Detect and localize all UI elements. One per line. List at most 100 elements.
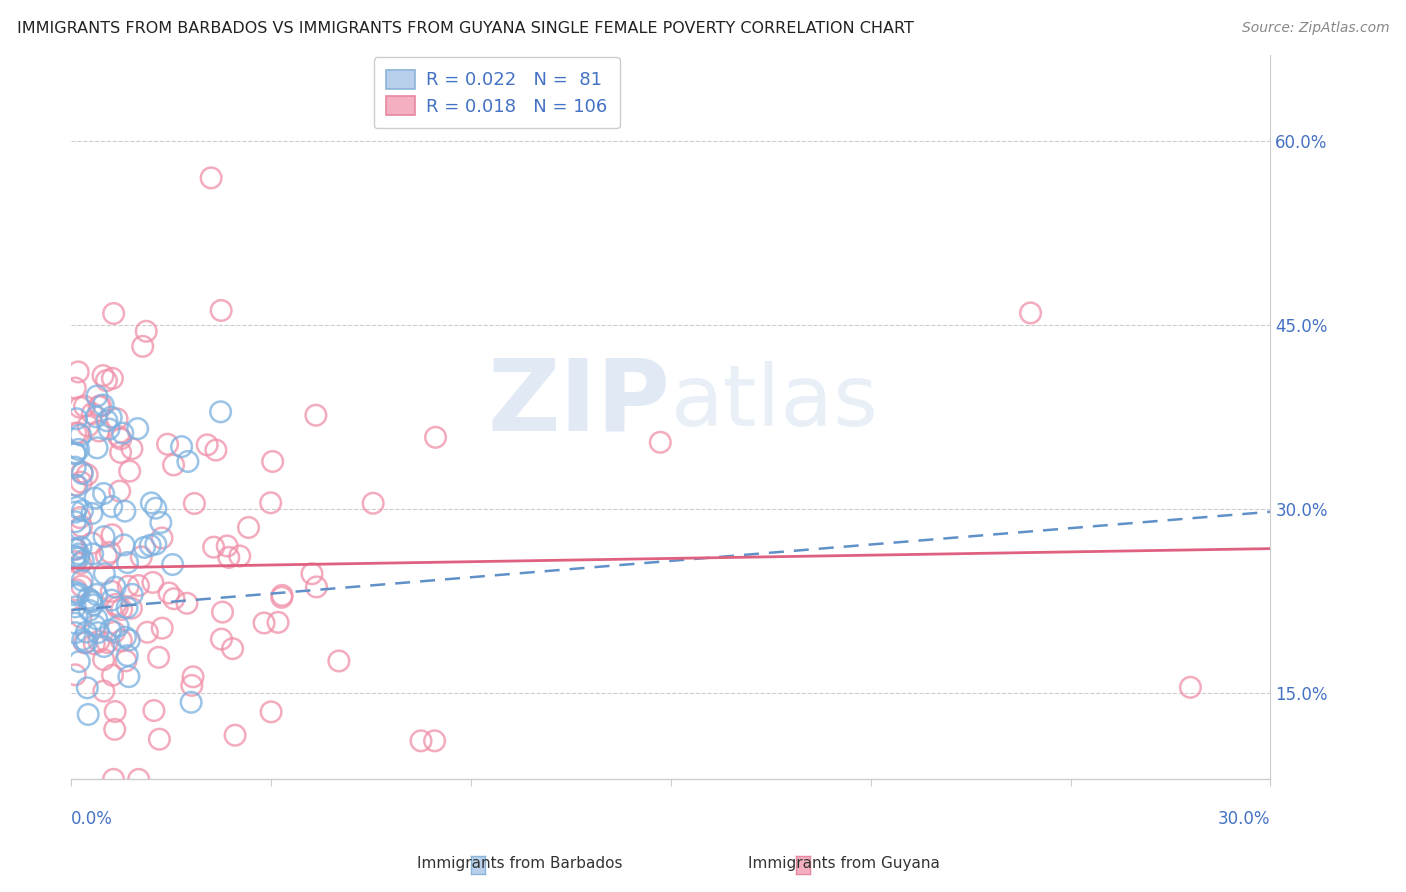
Point	[101, 371, 124, 385]
Point	[93, 486, 115, 500]
Point	[162, 558, 184, 572]
Point	[128, 772, 150, 787]
Point	[260, 705, 283, 719]
Point	[75, 625, 97, 640]
Point	[115, 600, 138, 615]
Point	[271, 588, 294, 602]
Point	[211, 605, 233, 619]
Point	[65, 541, 87, 556]
Point	[72, 574, 94, 588]
Point	[211, 632, 233, 647]
Point	[87, 400, 110, 414]
Point	[176, 596, 198, 610]
Point	[65, 505, 87, 519]
Point	[98, 422, 121, 436]
Point	[409, 734, 432, 748]
Text: ZIP: ZIP	[488, 354, 671, 451]
Point	[65, 625, 87, 640]
Point	[91, 368, 114, 383]
Point	[65, 616, 87, 631]
Point	[70, 610, 93, 624]
Point	[104, 705, 127, 719]
Point	[70, 465, 93, 479]
Point	[142, 704, 165, 718]
Point	[65, 478, 87, 492]
Point	[150, 531, 173, 545]
Point	[145, 501, 167, 516]
Point	[77, 707, 100, 722]
Point	[65, 411, 87, 425]
Point	[170, 440, 193, 454]
Point	[209, 405, 232, 419]
Point	[93, 566, 115, 581]
Point	[270, 591, 292, 605]
Point	[87, 634, 110, 648]
Point	[149, 516, 172, 530]
Point	[200, 170, 222, 185]
Point	[177, 454, 200, 468]
Point	[101, 528, 124, 542]
Point	[84, 618, 107, 632]
Text: IMMIGRANTS FROM BARBADOS VS IMMIGRANTS FROM GUYANA SINGLE FEMALE POVERTY CORRELA: IMMIGRANTS FROM BARBADOS VS IMMIGRANTS F…	[17, 21, 914, 36]
Point	[67, 551, 90, 566]
Point	[104, 723, 127, 737]
Point	[82, 407, 104, 421]
Point	[69, 510, 91, 524]
Point	[67, 547, 90, 561]
Point	[77, 591, 100, 606]
Point	[105, 412, 128, 426]
Point	[86, 587, 108, 601]
Point	[104, 598, 127, 612]
Point	[67, 365, 90, 379]
Point	[70, 519, 93, 533]
Point	[328, 654, 350, 668]
Point	[86, 389, 108, 403]
Point	[93, 652, 115, 666]
Point	[110, 445, 132, 459]
Point	[65, 446, 87, 460]
Point	[262, 454, 284, 468]
Point	[101, 668, 124, 682]
Point	[66, 500, 89, 515]
Point	[301, 566, 323, 581]
Text: Immigrants from Guyana: Immigrants from Guyana	[748, 855, 939, 871]
Point	[80, 595, 103, 609]
Point	[202, 540, 225, 554]
Point	[195, 438, 218, 452]
Point	[91, 398, 114, 412]
Point	[72, 503, 94, 517]
Point	[84, 491, 107, 505]
Point	[65, 599, 87, 614]
Point	[229, 549, 252, 563]
Point	[66, 478, 89, 492]
Point	[118, 632, 141, 647]
Point	[121, 442, 143, 456]
Point	[110, 633, 132, 648]
Point	[82, 547, 104, 561]
Point	[129, 549, 152, 564]
Point	[65, 542, 87, 557]
Point	[162, 458, 184, 472]
Point	[217, 539, 239, 553]
Point	[114, 630, 136, 644]
Point	[65, 460, 87, 475]
Point	[305, 408, 328, 422]
Point	[361, 496, 384, 510]
Point	[66, 582, 89, 597]
Point	[87, 625, 110, 640]
Point	[87, 424, 110, 438]
Point	[1019, 306, 1042, 320]
Point	[107, 619, 129, 633]
Point	[132, 339, 155, 353]
Point	[70, 540, 93, 554]
Point	[86, 441, 108, 455]
Point	[135, 324, 157, 338]
Point	[65, 549, 87, 563]
Point	[134, 541, 156, 555]
Point	[65, 555, 87, 569]
Point	[267, 615, 290, 630]
Point	[425, 430, 447, 444]
Point	[70, 579, 93, 593]
Point	[65, 588, 87, 602]
Point	[100, 593, 122, 607]
